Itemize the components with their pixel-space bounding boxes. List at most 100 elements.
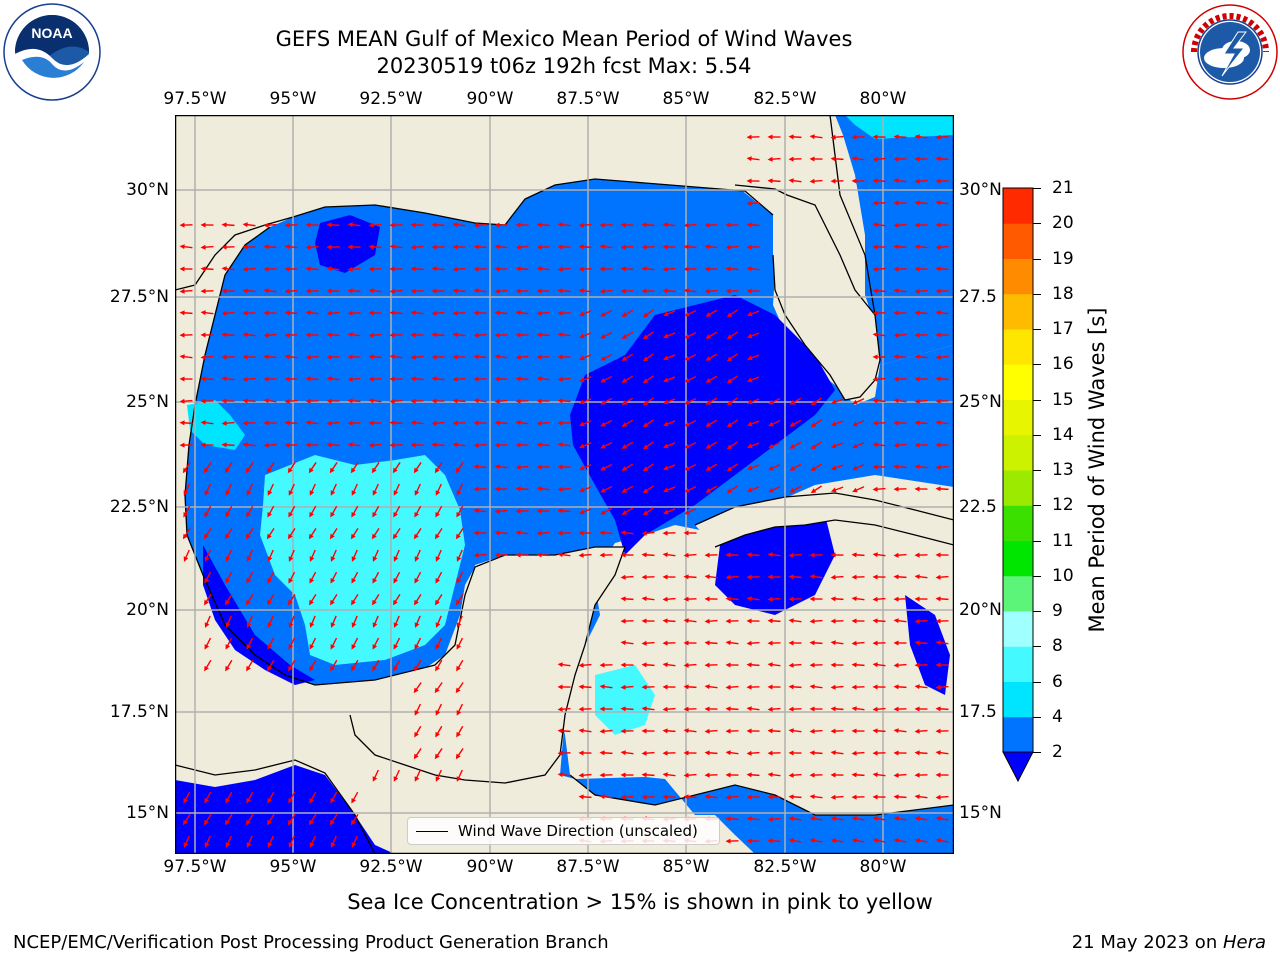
lat-label-left: 22.5°N (109, 497, 169, 517)
wind-wave-arrow (473, 552, 487, 558)
wind-wave-direction-arrows (179, 134, 949, 848)
wind-wave-arrow (599, 684, 613, 690)
wind-wave-arrow (683, 552, 697, 558)
wind-wave-arrow (536, 464, 550, 470)
wind-wave-arrow (536, 332, 550, 338)
colorbar-tick-label: 4 (1052, 706, 1063, 727)
wind-wave-arrow (242, 244, 256, 250)
wind-wave-arrow (705, 463, 718, 471)
wind-wave-arrow (767, 596, 781, 602)
wind-wave-arrow (179, 288, 193, 294)
colorbar-tick-mark (1033, 540, 1041, 542)
wind-wave-arrow (914, 750, 928, 756)
wind-wave-arrow (641, 266, 655, 272)
wind-wave-arrow (662, 244, 676, 250)
wind-wave-arrow (705, 309, 718, 317)
wind-wave-arrow (852, 398, 865, 405)
colorbar-segment (1003, 505, 1033, 541)
wind-wave-arrow (746, 684, 760, 690)
wind-wave-arrow (872, 266, 886, 272)
wind-wave-arrow (515, 332, 529, 338)
wind-wave-arrow (662, 706, 676, 712)
wind-wave-arrow (515, 508, 529, 514)
wind-wave-arrow (893, 750, 907, 756)
wind-wave-arrow (935, 816, 949, 822)
wind-wave-arrow (935, 398, 949, 404)
wind-wave-arrow (809, 552, 823, 558)
wind-wave-arrow (746, 794, 760, 800)
wind-wave-arrow (410, 244, 424, 250)
wind-wave-arrow (579, 398, 592, 405)
colorbar-tick-mark (1033, 434, 1041, 436)
wind-wave-arrow (368, 354, 382, 360)
colorbar-segment (1003, 293, 1033, 330)
colorbar-segment (1003, 681, 1033, 718)
wind-wave-arrow (830, 134, 844, 140)
colorbar-tick-label: 12 (1052, 495, 1074, 516)
wind-wave-arrow (246, 659, 254, 672)
wind-wave-arrow (767, 706, 781, 712)
wind-wave-arrow (872, 398, 886, 404)
lon-label-bottom: 85°W (662, 857, 710, 877)
wind-wave-arrow (372, 615, 379, 628)
wind-wave-arrow (851, 640, 865, 646)
wind-wave-arrow (914, 618, 928, 624)
wind-wave-arrow (182, 462, 191, 474)
wind-wave-arrow (641, 530, 655, 536)
wind-wave-arrow (830, 684, 844, 690)
wind-wave-arrow (200, 332, 214, 338)
wind-wave-arrow (621, 485, 634, 493)
wind-wave-arrow (263, 222, 277, 228)
wind-wave-arrow (284, 222, 298, 228)
wind-wave-arrow (600, 507, 613, 515)
wind-wave-arrow (330, 791, 338, 804)
wind-wave-arrow (267, 505, 275, 518)
wind-wave-arrow (284, 244, 298, 250)
colorbar-segment (1003, 470, 1033, 506)
wind-wave-arrow (852, 464, 865, 471)
wind-wave-arrow (599, 662, 613, 668)
wind-wave-arrow (225, 615, 232, 628)
wind-wave-arrow (410, 222, 424, 228)
wind-wave-arrow (330, 835, 337, 848)
wind-wave-arrow (851, 156, 865, 162)
wind-wave-arrow (893, 420, 907, 426)
wind-wave-arrow (557, 772, 571, 778)
wind-wave-arrow (431, 244, 445, 250)
wind-wave-arrow (579, 464, 592, 471)
wind-wave-arrow (578, 684, 592, 690)
wind-wave-arrow (725, 222, 739, 228)
wind-wave-arrow (578, 266, 592, 272)
wind-wave-arrow (642, 441, 654, 450)
wind-wave-arrow (830, 750, 844, 756)
wind-wave-arrow (557, 310, 571, 316)
wind-wave-arrow (809, 728, 823, 734)
wind-wave-arrow (935, 464, 949, 470)
wind-wave-arrow (893, 178, 907, 184)
wind-wave-arrow (473, 354, 487, 360)
wind-wave-arrow (242, 442, 256, 448)
wind-wave-arrow (935, 838, 949, 844)
wind-wave-arrow (788, 640, 802, 646)
wind-wave-arrow (662, 772, 676, 778)
wind-wave-arrow (414, 505, 422, 518)
wind-wave-arrow (557, 728, 571, 734)
wind-wave-arrow (851, 596, 865, 602)
wind-wave-arrow (830, 552, 844, 558)
wind-wave-arrow (935, 574, 949, 580)
wind-wave-arrow (621, 353, 634, 361)
wind-wave-arrow (536, 420, 550, 426)
wind-wave-arrow (183, 549, 190, 562)
wind-wave-arrow (851, 134, 865, 140)
wind-wave-arrow (893, 574, 907, 580)
wind-wave-arrow (746, 134, 760, 140)
wind-wave-arrow (557, 464, 571, 470)
wind-wave-arrow (225, 637, 233, 650)
wind-wave-arrow (935, 156, 949, 162)
cyan-region-texas (187, 400, 245, 450)
wind-wave-arrow (704, 618, 718, 624)
wind-wave-arrow (830, 398, 844, 405)
lon-label-bottom: 87.5°W (556, 857, 620, 877)
wind-wave-arrow (725, 640, 739, 646)
wind-wave-arrow (221, 442, 235, 448)
